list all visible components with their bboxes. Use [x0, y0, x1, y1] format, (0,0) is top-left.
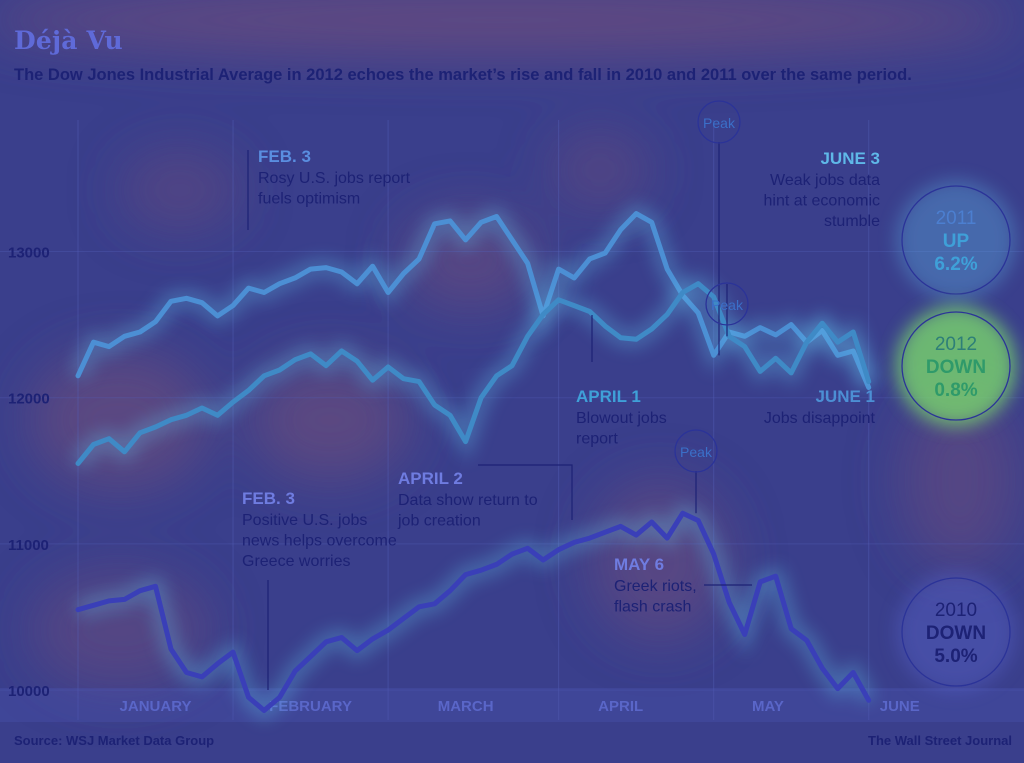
annotation-text: stumble [824, 213, 880, 230]
badge-change: 6.2% [934, 254, 977, 275]
x-tick-label: JUNE [880, 698, 920, 715]
source-note: Source: WSJ Market Data Group [14, 733, 214, 748]
chart-title: Déjà Vu [14, 26, 123, 55]
badge-year: 2010 [935, 600, 977, 621]
annotation-2010-1: APRIL 2 Data show return to job creation [397, 465, 572, 530]
annotation-text: fuels optimism [258, 191, 360, 208]
chart-subtitle: The Dow Jones Industrial Average in 2012… [14, 66, 912, 85]
annotation-title: FEB. 3 [258, 147, 311, 166]
peak-label: Peak [703, 115, 736, 131]
badge-direction: DOWN [926, 357, 986, 378]
annotation-2012-2: JUNE 1 Jobs disappoint [764, 387, 876, 427]
annotation-text: job creation [397, 513, 481, 530]
x-tick-label: JANUARY [120, 698, 192, 715]
annotation-text: Greek riots, [614, 578, 697, 595]
annotation-2010-0: FEB. 3 Positive U.S. jobs news helps overc… [242, 489, 397, 690]
annotation-title: FEB. 3 [242, 489, 295, 508]
annotation-2011-2: JUNE 3 Weak jobs data hint at economic stum… [763, 149, 880, 230]
peak-label: Peak [680, 444, 713, 460]
annotation-text: hint at economic [763, 193, 880, 210]
publisher-credit: The Wall Street Journal [868, 733, 1012, 748]
x-tick-label: MAY [752, 698, 784, 715]
annotation-title: APRIL 1 [576, 387, 641, 406]
annotation-title: JUNE 1 [815, 387, 875, 406]
annotation-text: Weak jobs data [770, 172, 880, 189]
annotation-text: Rosy U.S. jobs report [258, 170, 411, 187]
badge-change: 0.8% [934, 380, 977, 401]
annotation-text: Greece worries [242, 553, 350, 570]
y-tick-label: 12000 [8, 391, 50, 408]
peak-label: Peak [711, 297, 744, 313]
x-tick-label: APRIL [598, 698, 643, 715]
badge-year: 2012 [935, 334, 977, 355]
annotation-text: report [576, 431, 618, 448]
annotation-title: MAY 6 [614, 555, 664, 574]
y-tick-label: 11000 [8, 537, 49, 554]
badge-year: 2011 [936, 208, 977, 229]
annotation-text: Jobs disappoint [764, 410, 876, 427]
x-tick-label: MARCH [438, 698, 494, 715]
badge-direction: DOWN [926, 623, 986, 644]
annotation-title: JUNE 3 [820, 149, 880, 168]
annotation-text: flash crash [614, 599, 691, 616]
annotation-text: Blowout jobs [576, 410, 667, 427]
annotation-2011-0: FEB. 3 Rosy U.S. jobs report fuels optimis… [248, 147, 411, 230]
badge-change: 5.0% [934, 646, 977, 667]
annotation-text: Data show return to [398, 492, 538, 509]
y-tick-label: 10000 [8, 683, 50, 700]
badge-direction: UP [943, 231, 970, 252]
annotation-title: APRIL 2 [398, 469, 463, 488]
annotation-text: news helps overcome [242, 533, 397, 550]
annotation-text: Positive U.S. jobs [242, 512, 367, 529]
y-tick-label: 13000 [8, 245, 50, 262]
